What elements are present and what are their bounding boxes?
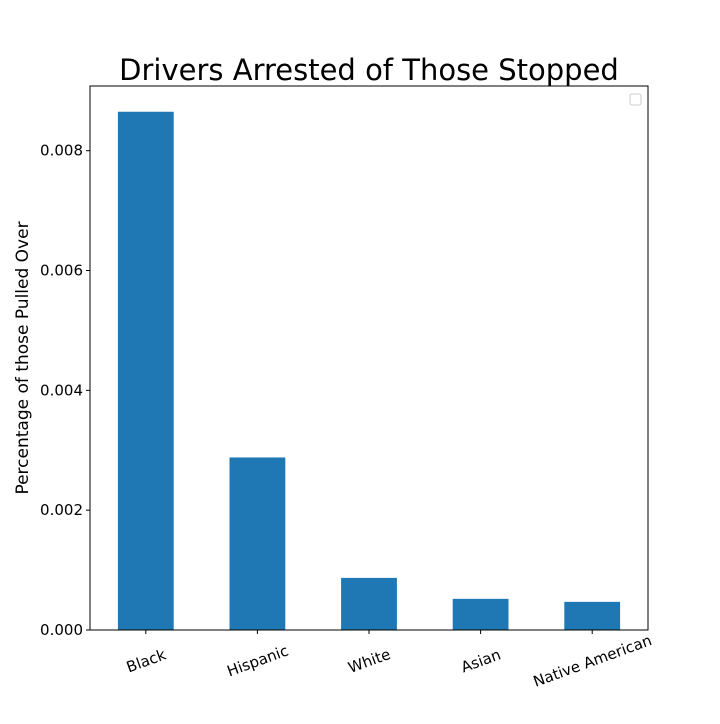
legend: [629, 93, 642, 106]
chart-title: Drivers Arrested of Those Stopped: [119, 53, 619, 87]
legend-box: [629, 93, 642, 106]
x-tick-label: Asian: [459, 645, 504, 676]
y-axis: 0.000 0.002 0.004 0.006 0.008: [40, 142, 90, 639]
x-tick-label: White: [346, 645, 393, 677]
bar-native-american: [564, 601, 621, 630]
y-tick-label: 0.000: [40, 621, 83, 639]
bars-group: [117, 111, 621, 631]
x-tick-label: Black: [124, 645, 169, 676]
y-tick-label: 0.006: [40, 262, 83, 280]
y-tick-label: 0.004: [40, 381, 83, 399]
bar-hispanic: [229, 457, 286, 630]
bar-asian: [452, 598, 509, 630]
x-tick-label: Hispanic: [225, 642, 291, 681]
bar-white: [341, 577, 397, 630]
x-axis: Black Hispanic White Asian Native American: [124, 630, 654, 691]
x-tick-label: Native American: [531, 631, 654, 691]
y-tick-label: 0.008: [40, 142, 83, 160]
plot-frame: [89, 85, 649, 631]
y-tick-label: 0.002: [40, 501, 83, 519]
y-axis-label: Percentage of those Pulled Over: [13, 221, 33, 494]
bar-black: [117, 111, 174, 631]
